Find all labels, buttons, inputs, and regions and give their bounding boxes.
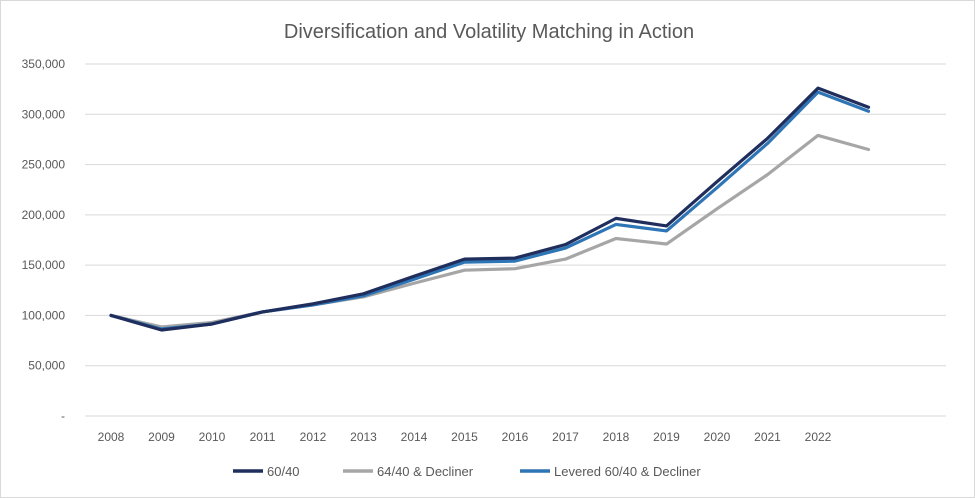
- data-point: [412, 282, 416, 285]
- data-point: [513, 267, 517, 270]
- x-tick-label: 2016: [502, 430, 529, 444]
- legend-label: 64/40 & Decliner: [377, 464, 474, 479]
- series-lines: [109, 86, 871, 332]
- data-point: [311, 302, 315, 306]
- data-point: [564, 257, 567, 261]
- data-point: [766, 137, 769, 140]
- data-point: [513, 256, 517, 260]
- series-64-40-decliner: [109, 133, 871, 329]
- y-tick-label: 350,000: [22, 57, 66, 71]
- data-point: [766, 142, 769, 145]
- data-point: [513, 259, 517, 263]
- data-point: [463, 257, 466, 261]
- y-tick-label: 200,000: [22, 208, 66, 222]
- data-point: [564, 246, 567, 250]
- data-point: [614, 223, 618, 226]
- x-tick-label: 2009: [148, 430, 175, 444]
- legend-item: 64/40 & Decliner: [343, 464, 474, 479]
- data-point: [463, 260, 466, 264]
- data-point: [665, 242, 668, 246]
- x-axis-ticks: 2008 2009 2010 2011 2012 2013 2014 2015 2016 2017…: [98, 430, 832, 444]
- series-line: [109, 86, 871, 332]
- y-tick-label: 300,000: [22, 107, 66, 121]
- y-tick-label: 100,000: [22, 308, 66, 322]
- grid-lines: [85, 63, 946, 417]
- chart-title: Diversification and Volatility Matching …: [284, 21, 694, 43]
- x-tick-label: 2020: [704, 430, 731, 444]
- data-point: [715, 207, 719, 211]
- data-point: [816, 90, 820, 94]
- data-point: [160, 328, 163, 332]
- legend-label: 60/40: [267, 464, 300, 479]
- data-point: [665, 224, 668, 228]
- series-levered-60-40-decliner: [109, 90, 871, 331]
- x-tick-label: 2019: [653, 430, 680, 444]
- data-point: [210, 322, 214, 326]
- data-point: [867, 106, 870, 109]
- data-point: [362, 292, 365, 296]
- legend: 60/40 64/40 & Decliner Levered 60/40 & Dec…: [233, 464, 701, 479]
- x-tick-label: 2012: [300, 430, 327, 444]
- x-tick-label: 2022: [805, 430, 832, 444]
- data-point: [463, 268, 466, 272]
- y-tick-label: 150,000: [22, 258, 66, 272]
- data-point: [715, 180, 719, 183]
- data-point: [412, 278, 416, 281]
- legend-label: Levered 60/40 & Decliner: [554, 464, 701, 479]
- data-point: [665, 229, 668, 233]
- data-point: [412, 275, 416, 278]
- series-60-40: [109, 86, 871, 332]
- x-tick-label: 2015: [451, 430, 478, 444]
- data-point: [109, 314, 113, 317]
- data-point: [564, 243, 567, 246]
- data-point: [816, 134, 820, 137]
- x-tick-label: 2021: [754, 430, 781, 444]
- data-point: [614, 217, 618, 220]
- y-tick-label: -: [61, 409, 65, 423]
- data-point: [614, 237, 618, 240]
- x-tick-label: 2011: [250, 430, 276, 444]
- x-tick-label: 2008: [98, 430, 125, 444]
- data-point: [766, 173, 769, 176]
- y-axis-ticks: - 50,000 100,000 150,000 200,000 250,000 300,0…: [22, 57, 66, 423]
- data-point: [715, 186, 719, 189]
- x-tick-label: 2010: [199, 430, 226, 444]
- x-tick-label: 2018: [603, 430, 630, 444]
- data-point: [867, 110, 870, 113]
- data-point: [816, 86, 820, 90]
- data-point: [867, 148, 870, 151]
- legend-item: Levered 60/40 & Decliner: [520, 464, 701, 479]
- x-tick-label: 2013: [350, 430, 377, 444]
- y-tick-label: 250,000: [22, 158, 66, 172]
- x-tick-label: 2017: [552, 430, 579, 444]
- x-tick-label: 2014: [401, 430, 428, 444]
- series-line: [109, 90, 871, 331]
- data-point: [261, 310, 264, 314]
- y-tick-label: 50,000: [28, 359, 65, 373]
- legend-item: 60/40: [233, 464, 300, 479]
